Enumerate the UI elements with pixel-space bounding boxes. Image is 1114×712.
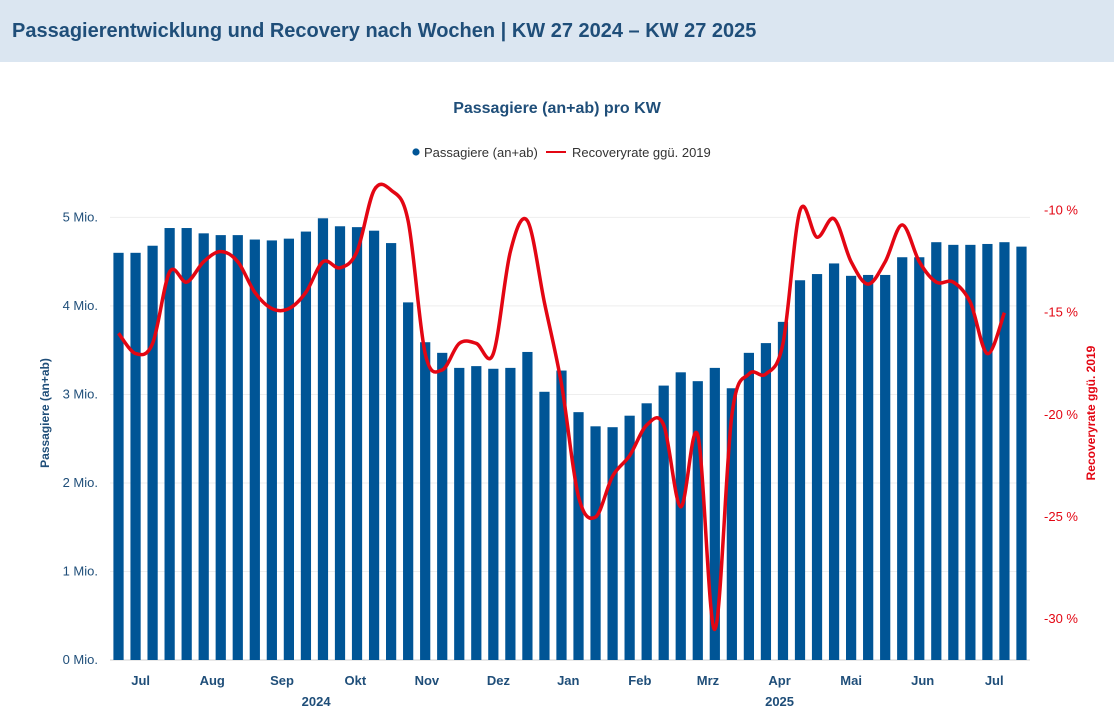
- x-year-label: 2025: [765, 694, 794, 709]
- x-axis-month-ticks: Jul Aug Sep Okt Nov Dez Jan Feb Mrz Apr Mai Jun Jul: [131, 673, 1003, 688]
- bar: [743, 352, 754, 660]
- bar: [641, 403, 652, 660]
- bar: [215, 235, 226, 660]
- bar: [777, 321, 789, 660]
- bar: [403, 302, 414, 660]
- recovery-line: [117, 182, 1007, 632]
- bar: [692, 381, 703, 660]
- x-tick-label: Jan: [557, 673, 579, 688]
- bar: [522, 351, 533, 660]
- bar: [351, 227, 363, 660]
- bar: [1016, 246, 1027, 660]
- bar: [846, 275, 857, 660]
- bar: [539, 391, 550, 660]
- y-tick-label: 0 Mio.: [63, 652, 98, 667]
- bar: [828, 263, 840, 660]
- y-tick-label: 2 Mio.: [63, 475, 98, 490]
- y2-tick-label: -25 %: [1044, 509, 1078, 524]
- bar: [198, 233, 209, 660]
- page-title: Passagierentwicklung und Recovery nach W…: [12, 20, 757, 42]
- passenger-chart: Passagiere (an+ab) pro KW Passagiere (an…: [38, 100, 1098, 709]
- y-tick-label: 1 Mio.: [63, 563, 98, 578]
- bar: [760, 343, 772, 660]
- bar: [488, 368, 499, 660]
- legend-line-label[interactable]: Recoveryrate ggü. 2019: [572, 145, 711, 160]
- y-axis-label: Passagiere (an+ab): [38, 358, 52, 468]
- x-tick-label: Jun: [911, 673, 934, 688]
- bar: [897, 257, 908, 660]
- x-tick-label: Sep: [270, 673, 294, 688]
- bar: [675, 372, 686, 660]
- bar: [437, 352, 448, 660]
- bar: [300, 231, 312, 660]
- bar: [249, 239, 260, 660]
- x-axis-year-labels: 2024 2025: [302, 694, 794, 709]
- bar: [880, 274, 891, 660]
- bar: [590, 426, 601, 660]
- bar: [556, 370, 567, 660]
- bar: [130, 252, 141, 660]
- x-tick-label: Mai: [840, 673, 862, 688]
- bar-series: [113, 218, 1027, 661]
- x-tick-label: Okt: [344, 673, 366, 688]
- bar: [266, 240, 277, 660]
- header-bar: Passagierentwicklung und Recovery nach W…: [0, 0, 1114, 62]
- gridlines: [110, 216, 1030, 661]
- bar: [794, 280, 806, 660]
- x-tick-label: Nov: [415, 673, 440, 688]
- bar: [113, 252, 124, 660]
- bar: [505, 367, 516, 660]
- bar: [999, 242, 1010, 660]
- x-tick-label: Mrz: [697, 673, 720, 688]
- bar: [624, 415, 635, 660]
- legend-bar-marker: [412, 148, 420, 156]
- bar: [658, 385, 669, 660]
- x-tick-label: Jul: [985, 673, 1004, 688]
- chart-legend[interactable]: Passagiere (an+ab) Recoveryrate ggü. 201…: [412, 145, 711, 160]
- bar: [368, 230, 380, 660]
- y2-tick-label: -20 %: [1044, 407, 1078, 422]
- bar: [232, 235, 243, 660]
- y-axis-ticks: 0 Mio. 1 Mio. 2 Mio. 3 Mio. 4 Mio. 5 Mio.: [63, 209, 98, 667]
- bar: [386, 243, 397, 661]
- bar: [709, 367, 720, 660]
- chart-title: Passagiere (an+ab) pro KW: [453, 100, 662, 117]
- y2-axis-ticks: -10 % -15 % -20 % -25 % -30 %: [1044, 203, 1078, 627]
- x-tick-label: Dez: [487, 673, 511, 688]
- bar: [147, 245, 158, 660]
- y2-tick-label: -15 %: [1044, 305, 1078, 320]
- legend-bar-label[interactable]: Passagiere (an+ab): [424, 145, 538, 160]
- bar: [965, 244, 976, 660]
- bar: [982, 243, 993, 661]
- bar: [931, 242, 942, 660]
- y2-tick-label: -10 %: [1044, 203, 1078, 218]
- bar: [948, 244, 959, 660]
- bar: [283, 238, 294, 660]
- y-tick-label: 4 Mio.: [63, 298, 98, 313]
- bar: [573, 412, 584, 660]
- bar: [726, 388, 737, 660]
- x-year-label: 2024: [302, 694, 332, 709]
- x-tick-label: Feb: [628, 673, 651, 688]
- x-tick-label: Apr: [768, 673, 790, 688]
- bar: [334, 226, 346, 660]
- bar: [914, 257, 925, 660]
- bar: [471, 366, 482, 660]
- y-tick-label: 3 Mio.: [63, 386, 98, 401]
- x-tick-label: Aug: [200, 673, 225, 688]
- bar: [317, 218, 329, 660]
- y2-tick-label: -30 %: [1044, 611, 1078, 626]
- bar: [181, 228, 192, 660]
- bar: [420, 342, 431, 660]
- bar: [164, 228, 175, 660]
- bar: [454, 367, 465, 660]
- y-tick-label: 5 Mio.: [63, 209, 98, 224]
- bar: [607, 427, 618, 660]
- x-tick-label: Jul: [131, 673, 150, 688]
- y2-axis-label: Recoveryrate ggü. 2019: [1084, 345, 1098, 480]
- bar: [863, 274, 874, 660]
- bar: [811, 274, 823, 660]
